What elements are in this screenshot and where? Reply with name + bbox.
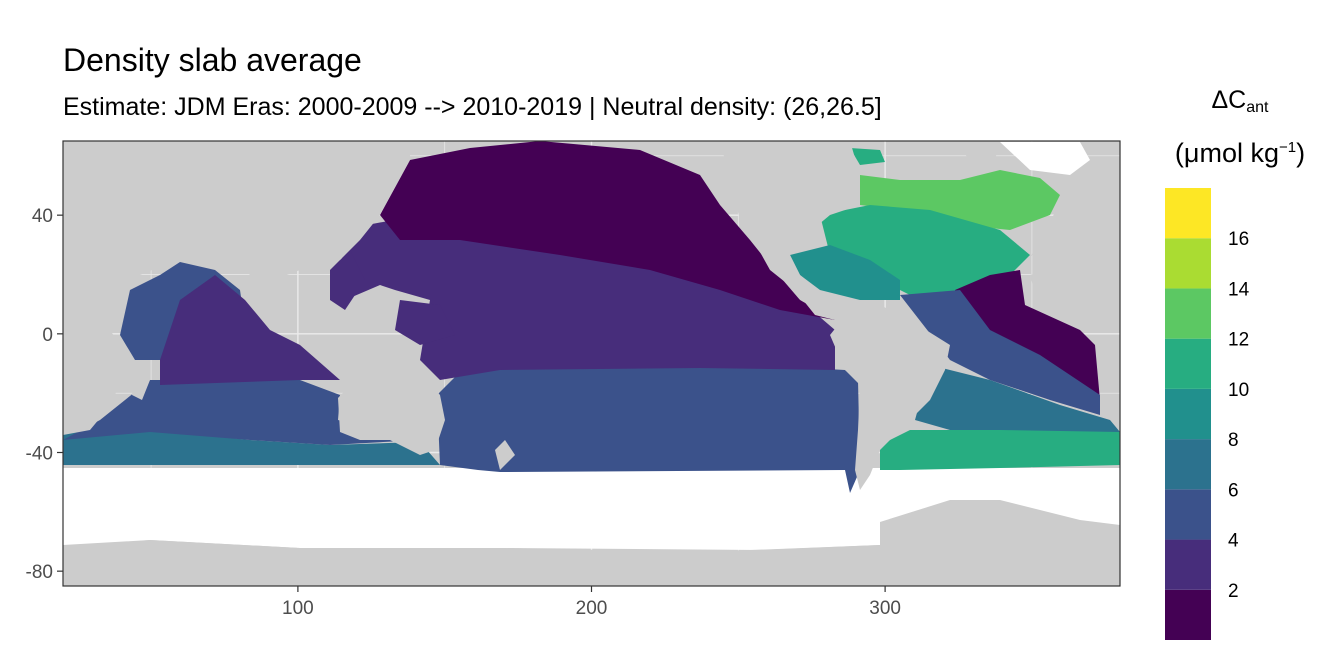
ocean-cells bbox=[63, 141, 1120, 586]
north-atlantic-region bbox=[860, 170, 1060, 230]
colorbar-label: 6 bbox=[1228, 480, 1239, 501]
colorbar-segment bbox=[1165, 439, 1211, 490]
x-tick-label: 200 bbox=[576, 598, 608, 619]
y-tick-label: -80 bbox=[26, 562, 53, 583]
new-zealand-land bbox=[495, 440, 515, 470]
no-data-area bbox=[1000, 142, 1090, 175]
colorbar-segment bbox=[1165, 338, 1211, 389]
antarctica-land bbox=[63, 540, 1120, 586]
subpolar-north-atlantic-region bbox=[850, 148, 885, 165]
legend-title-symbol: ΔCant bbox=[1160, 86, 1320, 117]
colorbar-label: 12 bbox=[1228, 330, 1249, 351]
central-america-land bbox=[760, 252, 835, 320]
south-atlantic-region bbox=[915, 365, 1120, 432]
colorbar-label: 2 bbox=[1228, 581, 1239, 602]
colorbar-label: 4 bbox=[1228, 531, 1239, 552]
colorbar-segment bbox=[1165, 388, 1211, 440]
legend-title-unit: (μmol kg−1) bbox=[1160, 138, 1320, 169]
greenland-land bbox=[960, 141, 1000, 165]
x-tick-label: 300 bbox=[869, 598, 901, 619]
colorbar-label: 14 bbox=[1228, 279, 1250, 300]
southern-indian-region bbox=[63, 380, 420, 445]
south-america-land bbox=[830, 305, 950, 490]
southern-pacific-region bbox=[437, 362, 860, 493]
africa-land bbox=[1030, 265, 1120, 330]
europe-land bbox=[1030, 180, 1120, 265]
marginal-sea-region bbox=[330, 250, 365, 310]
map-subtitle: Estimate: JDM Eras: 2000-2009 --> 2010-2… bbox=[63, 93, 882, 121]
north-pacific-region bbox=[380, 141, 835, 320]
africa-south-land bbox=[63, 330, 120, 435]
colorbar-segment bbox=[1165, 589, 1211, 640]
colorbar: 2 4 6 8 10 12 14 16 bbox=[1165, 188, 1250, 640]
subantarctic-indian-region bbox=[63, 430, 440, 465]
gulf-caribbean-region bbox=[790, 245, 900, 300]
maritime-continent-region bbox=[395, 300, 455, 345]
colorbar-segment bbox=[1165, 188, 1211, 239]
colorbar-segment bbox=[1165, 238, 1211, 289]
x-tick-label: 100 bbox=[282, 598, 314, 619]
legend-subscript: ant bbox=[1246, 99, 1269, 116]
asia-land bbox=[63, 141, 410, 330]
y-tick-label: 0 bbox=[42, 325, 53, 346]
colorbar-label: 8 bbox=[1228, 430, 1239, 451]
legend-unit-prefix: (μmol kg bbox=[1174, 138, 1279, 168]
colorbar-segment bbox=[1165, 539, 1211, 590]
colorbar-label: 16 bbox=[1228, 229, 1249, 250]
colorbar-segment bbox=[1165, 288, 1211, 339]
y-tick-label: -40 bbox=[26, 444, 53, 465]
y-tick-label: 40 bbox=[32, 206, 53, 227]
legend-unit-suffix: ) bbox=[1296, 138, 1306, 168]
north-america-land bbox=[720, 141, 860, 245]
colorbar-label: 10 bbox=[1228, 380, 1249, 401]
antarctic-peninsula-land bbox=[880, 500, 1120, 548]
map-panel bbox=[63, 141, 1120, 586]
legend-symbol: ΔC bbox=[1211, 86, 1247, 114]
eastern-indian-region bbox=[160, 275, 340, 385]
no-data-area bbox=[63, 468, 1120, 550]
southwest-atlantic-region bbox=[880, 430, 1120, 470]
colorbar-segment bbox=[1165, 489, 1211, 540]
legend-unit-exponent: −1 bbox=[1278, 139, 1297, 156]
australia-land bbox=[338, 372, 445, 455]
madagascar-land bbox=[132, 362, 150, 400]
tropical-atlantic-region bbox=[900, 290, 1100, 415]
eastern-tropical-atlantic-region bbox=[955, 270, 1100, 400]
map-title: Density slab average bbox=[63, 42, 362, 78]
